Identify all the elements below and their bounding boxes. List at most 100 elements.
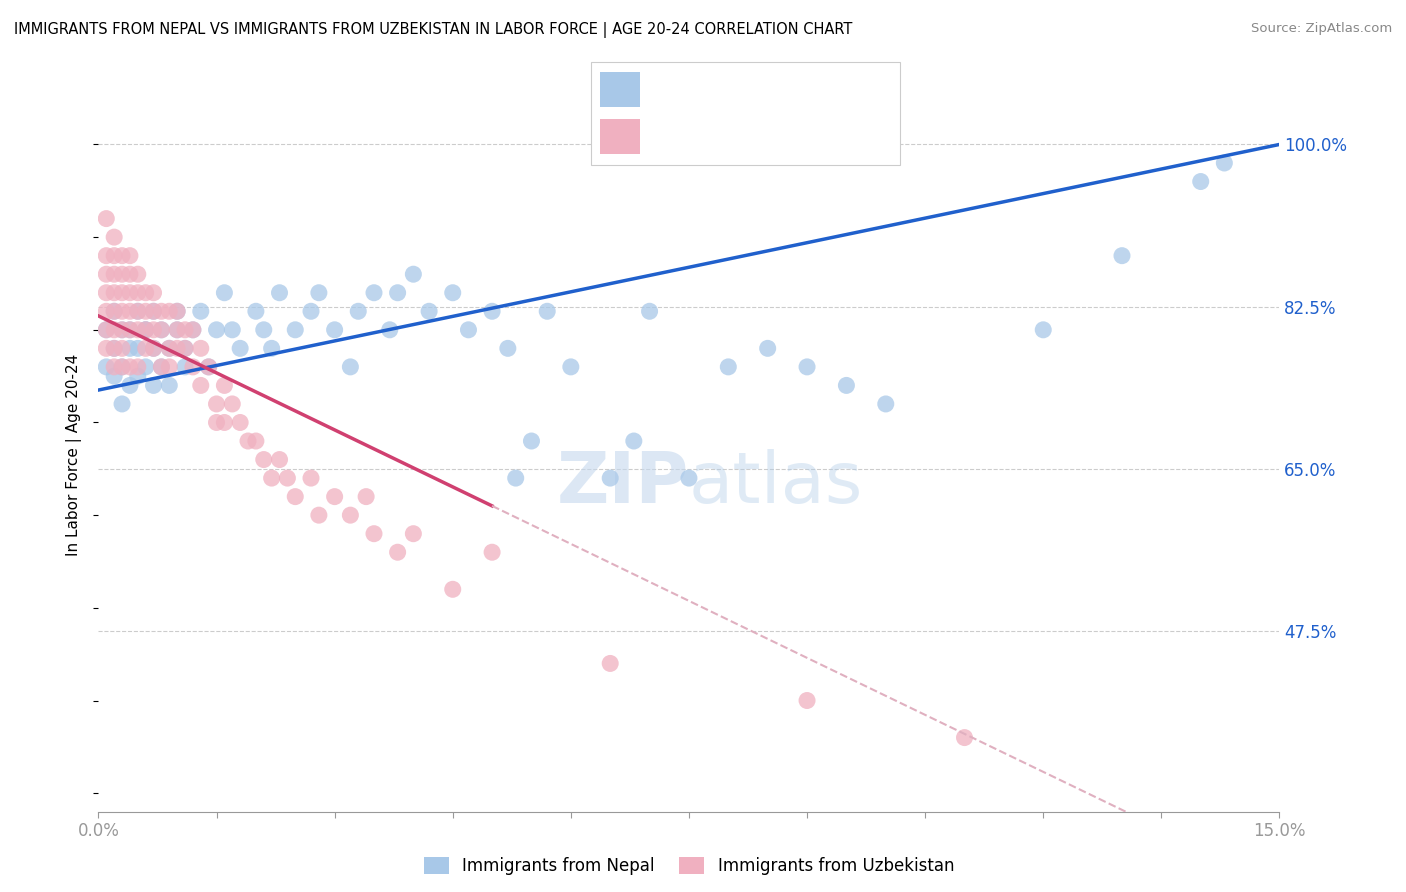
Point: [174, 323, 197, 337]
Point: [260, 342, 283, 356]
Point: [638, 304, 661, 318]
Point: [111, 359, 134, 374]
Point: [678, 471, 700, 485]
Text: 0.395: 0.395: [693, 80, 745, 98]
Point: [229, 416, 252, 430]
FancyBboxPatch shape: [591, 62, 900, 165]
Point: [150, 323, 173, 337]
Point: [363, 526, 385, 541]
Y-axis label: In Labor Force | Age 20-24: In Labor Force | Age 20-24: [66, 354, 83, 556]
Point: [103, 249, 125, 263]
Point: [135, 359, 157, 374]
Point: [599, 657, 621, 671]
Point: [835, 378, 858, 392]
Point: [190, 304, 212, 318]
Point: [118, 323, 141, 337]
Point: [127, 285, 149, 300]
Point: [96, 304, 118, 318]
Point: [96, 323, 118, 337]
Point: [127, 304, 149, 318]
Text: atlas: atlas: [689, 449, 863, 518]
Point: [103, 369, 125, 384]
Text: Source: ZipAtlas.com: Source: ZipAtlas.com: [1251, 22, 1392, 36]
Point: [717, 359, 740, 374]
Point: [260, 471, 283, 485]
Point: [150, 323, 173, 337]
Point: [214, 285, 236, 300]
Point: [118, 267, 141, 281]
Point: [118, 378, 141, 392]
Point: [103, 304, 125, 318]
FancyBboxPatch shape: [600, 71, 640, 106]
Point: [111, 359, 134, 374]
Point: [118, 359, 141, 374]
Point: [402, 526, 425, 541]
Point: [174, 342, 197, 356]
Point: [166, 342, 188, 356]
Point: [190, 342, 212, 356]
Point: [221, 397, 243, 411]
Point: [111, 267, 134, 281]
Point: [536, 304, 558, 318]
Point: [135, 285, 157, 300]
Point: [142, 342, 165, 356]
Point: [284, 490, 307, 504]
Point: [166, 323, 188, 337]
Text: N =: N =: [766, 128, 804, 145]
Point: [308, 508, 330, 523]
Point: [166, 323, 188, 337]
Text: -0.355: -0.355: [693, 128, 752, 145]
Point: [142, 304, 165, 318]
Point: [127, 342, 149, 356]
Point: [378, 323, 401, 337]
Point: [214, 416, 236, 430]
Point: [103, 342, 125, 356]
Point: [174, 342, 197, 356]
Text: ZIP: ZIP: [557, 449, 689, 518]
Point: [481, 545, 503, 559]
Point: [1111, 249, 1133, 263]
Point: [354, 490, 377, 504]
Point: [387, 545, 409, 559]
Point: [1032, 323, 1054, 337]
Point: [205, 323, 228, 337]
Point: [103, 323, 125, 337]
Point: [276, 471, 298, 485]
Point: [127, 359, 149, 374]
Point: [118, 323, 141, 337]
FancyBboxPatch shape: [600, 119, 640, 153]
Point: [118, 285, 141, 300]
Point: [623, 434, 645, 448]
Point: [214, 378, 236, 392]
Point: [269, 285, 291, 300]
Point: [205, 416, 228, 430]
Point: [441, 582, 464, 597]
Point: [756, 342, 779, 356]
Point: [339, 359, 361, 374]
Point: [197, 359, 219, 374]
Point: [796, 359, 818, 374]
Point: [96, 211, 118, 226]
Point: [135, 323, 157, 337]
Point: [103, 285, 125, 300]
Point: [118, 249, 141, 263]
Point: [441, 285, 464, 300]
Point: [118, 304, 141, 318]
Point: [339, 508, 361, 523]
Point: [127, 267, 149, 281]
Point: [142, 304, 165, 318]
Legend: Immigrants from Nepal, Immigrants from Uzbekistan: Immigrants from Nepal, Immigrants from U…: [418, 850, 960, 882]
Point: [520, 434, 543, 448]
Point: [245, 304, 267, 318]
Point: [323, 323, 346, 337]
Point: [284, 323, 307, 337]
Point: [157, 378, 180, 392]
Point: [135, 304, 157, 318]
Point: [96, 267, 118, 281]
Point: [166, 304, 188, 318]
Point: [127, 304, 149, 318]
Point: [347, 304, 370, 318]
Point: [402, 267, 425, 281]
Point: [157, 342, 180, 356]
Point: [181, 323, 204, 337]
